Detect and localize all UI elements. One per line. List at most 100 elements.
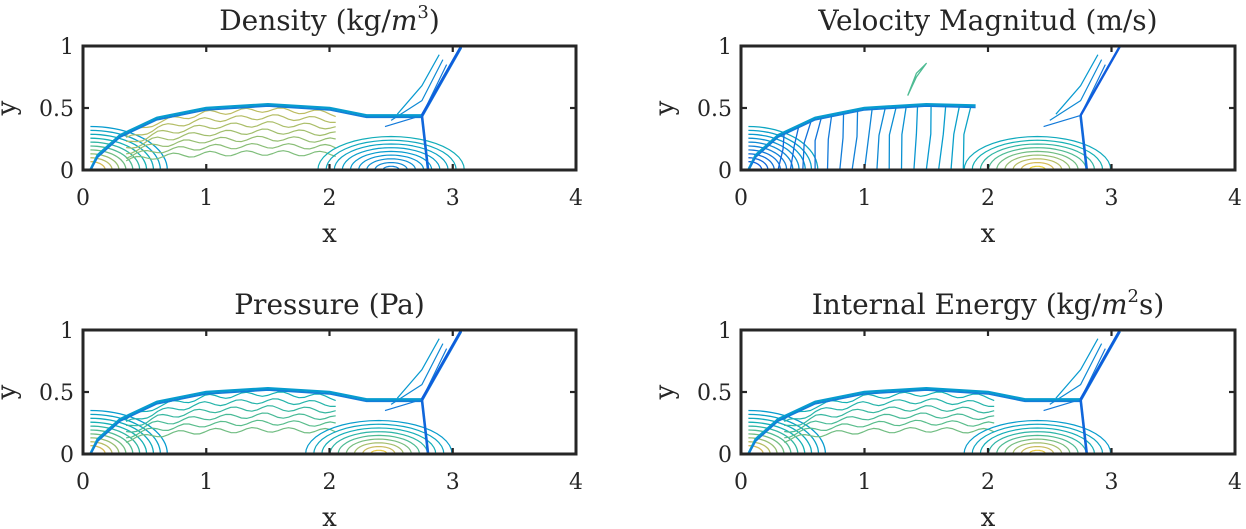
contour-line <box>90 413 162 454</box>
contour-line <box>358 154 425 170</box>
contour-line <box>1043 64 1106 128</box>
y-tick-label: 1 <box>60 35 74 60</box>
contour-line <box>90 133 155 170</box>
contour-line <box>748 433 785 454</box>
contour-line <box>900 105 908 170</box>
contour-line <box>329 431 429 454</box>
contour-line <box>396 54 440 115</box>
contour-line <box>90 425 141 454</box>
x-axis-label: x <box>981 503 996 529</box>
chart-panel-density: 0 1 2 3 4 0 0.5 1 x y Density (kg/m3) <box>0 2 583 249</box>
contour-line <box>876 106 887 170</box>
contour-line <box>748 145 788 170</box>
contour-line <box>748 425 799 454</box>
chart-title: Internal Energy (kg/m2s) <box>812 286 1165 321</box>
chart-panel-velocity: 0 1 2 3 4 0 0.5 1 x y Velocity Magnitud (m/s) <box>650 4 1242 249</box>
y-tick-label: 0.5 <box>697 381 732 406</box>
contour-line <box>125 150 336 162</box>
y-tick-label: 0 <box>60 443 74 468</box>
contour-line <box>1012 158 1063 170</box>
contour-line <box>125 114 336 138</box>
chart-panel-energy: 0 1 2 3 4 0 0.5 1 x y Internal Energy (kg/m2s) <box>650 286 1242 529</box>
x-tick-label: 2 <box>981 470 995 495</box>
contour-line <box>382 165 400 170</box>
contour-line <box>126 412 336 433</box>
incident-shock <box>420 330 463 400</box>
contour-line <box>390 59 444 121</box>
contour-line <box>783 398 995 422</box>
contour-line <box>814 116 823 170</box>
contour-line <box>90 149 127 170</box>
contour-line <box>126 405 336 427</box>
incident-shock <box>1079 330 1122 400</box>
x-axis-label: x <box>981 219 996 249</box>
mach-stem <box>1079 115 1089 170</box>
y-tick-label: 0.5 <box>39 97 74 122</box>
contour-line <box>126 135 336 155</box>
contour-line <box>748 133 806 170</box>
shock-front-inner <box>747 331 1121 454</box>
contour-line <box>353 442 404 454</box>
contour-line <box>971 139 1104 170</box>
contour-line <box>1055 54 1099 115</box>
y-tick-label: 0 <box>718 159 732 184</box>
y-axis-label: y <box>650 384 680 400</box>
x-tick-label: 1 <box>858 470 872 495</box>
x-tick-label: 0 <box>76 186 90 211</box>
contour-line <box>305 419 453 454</box>
contour-line <box>748 129 813 170</box>
y-axis-label: y <box>0 384 22 400</box>
x-tick-label: 3 <box>446 470 460 495</box>
contour-line <box>783 391 995 420</box>
contour-line <box>325 139 457 170</box>
contour-line <box>963 135 1112 170</box>
contour-line <box>374 162 408 170</box>
contour-line <box>748 137 800 170</box>
contour-line <box>366 158 417 170</box>
chart-title: Density (kg/m3) <box>219 2 440 37</box>
chart-title: Velocity Magnitud (m/s) <box>817 4 1157 37</box>
y-tick-label: 0 <box>60 159 74 184</box>
contour-line <box>90 429 134 454</box>
x-tick-label: 4 <box>569 470 583 495</box>
shock-front-inner <box>89 331 463 454</box>
x-tick-label: 2 <box>323 470 337 495</box>
contour-line <box>90 417 155 454</box>
contour-line <box>802 120 812 170</box>
contour-line <box>337 434 421 454</box>
x-tick-label: 1 <box>858 186 872 211</box>
chart-panel-pressure: 0 1 2 3 4 0 0.5 1 x y Pressure (Pa) <box>0 288 583 529</box>
contour-line <box>971 423 1104 454</box>
y-axis-label: y <box>650 100 680 116</box>
contour-line <box>1020 446 1055 454</box>
contour-line <box>125 107 336 136</box>
y-tick-label: 1 <box>60 319 74 344</box>
contour-line <box>996 434 1079 454</box>
contour-line <box>345 438 412 454</box>
x-tick-label: 4 <box>569 186 583 211</box>
contour-line <box>90 141 141 170</box>
contour-line <box>341 147 441 170</box>
contour-line <box>90 129 162 170</box>
contour-line <box>987 147 1087 170</box>
contour-line <box>1028 165 1047 170</box>
contour-lines <box>89 46 465 170</box>
contour-line <box>863 107 873 170</box>
contour-line <box>396 338 440 399</box>
shock-front <box>89 330 463 454</box>
contour-line <box>839 111 845 170</box>
contour-line <box>962 105 972 170</box>
chart-title: Pressure (Pa) <box>234 288 425 321</box>
contour-line <box>1012 442 1063 454</box>
y-axis-label: y <box>0 100 22 116</box>
y-tick-label: 1 <box>718 35 732 60</box>
x-tick-label: 3 <box>446 186 460 211</box>
contour-line <box>826 114 833 170</box>
shock-front <box>747 330 1122 454</box>
contour-line <box>125 143 336 160</box>
x-tick-label: 0 <box>76 470 90 495</box>
contour-line <box>125 427 336 444</box>
x-tick-label: 0 <box>734 470 748 495</box>
contour-line <box>390 343 444 405</box>
